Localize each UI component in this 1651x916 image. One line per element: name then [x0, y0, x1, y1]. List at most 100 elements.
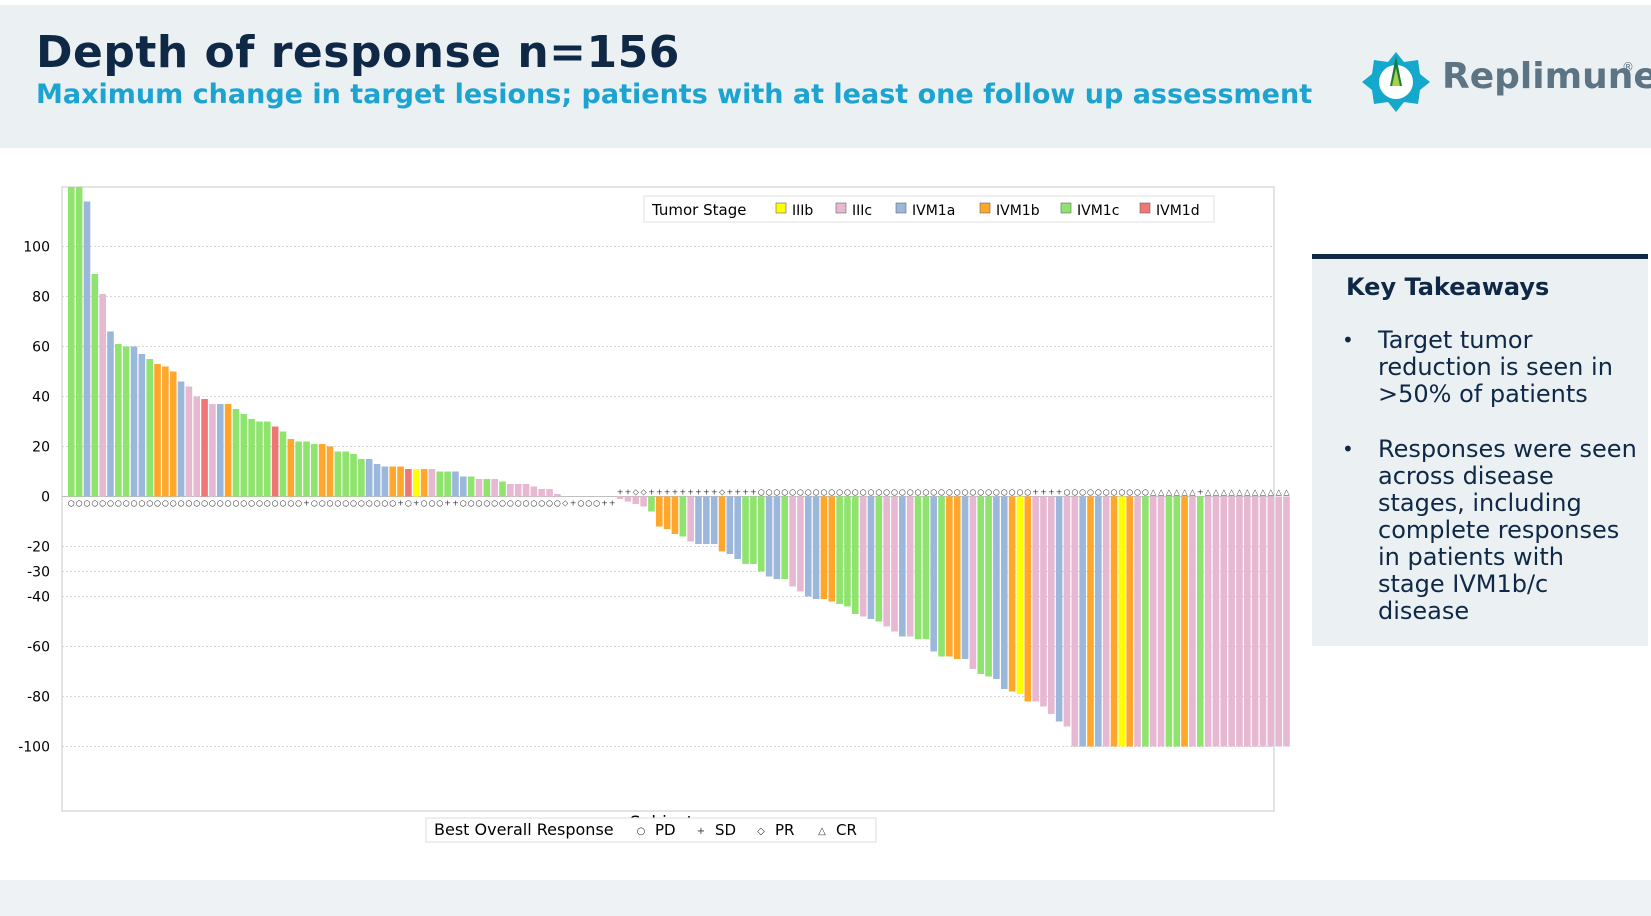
bar [695, 496, 702, 544]
bar [365, 459, 373, 497]
response-marker: ◇ [562, 499, 569, 508]
response-marker: + [703, 488, 710, 497]
bar [460, 476, 467, 497]
legend-label: SD [715, 821, 736, 839]
response-marker: + [664, 488, 671, 497]
bar [428, 469, 436, 497]
response-marker: ○ [954, 488, 961, 497]
bar [1134, 496, 1141, 747]
bar [130, 346, 138, 497]
response-marker: ○ [405, 499, 412, 508]
response-marker: ○ [350, 499, 357, 508]
takeaway-text: Responses were seen across disease stage… [1378, 435, 1637, 625]
bar [169, 371, 177, 497]
bar [616, 496, 624, 499]
bar [1071, 496, 1079, 747]
bar [1251, 496, 1259, 747]
response-marker: ○ [1118, 488, 1125, 497]
bar [828, 496, 836, 602]
bar [1228, 496, 1235, 747]
response-marker: ○ [499, 499, 506, 508]
legend-swatch [835, 202, 847, 214]
bar [256, 421, 263, 497]
response-marker: + [672, 488, 679, 497]
bar [1055, 496, 1063, 722]
bar [75, 187, 83, 497]
bar [122, 346, 130, 497]
response-marker: ○ [319, 499, 326, 508]
legend-swatch [775, 202, 787, 214]
bar [185, 386, 193, 497]
bar [1283, 496, 1290, 747]
response-marker: △ [1236, 488, 1243, 497]
legend-label: IIIc [852, 203, 872, 219]
response-marker: ○ [162, 499, 169, 508]
bar [522, 484, 530, 497]
response-marker: ○ [170, 499, 177, 508]
response-marker: ○ [1103, 488, 1110, 497]
response-marker: ○ [76, 499, 83, 508]
replimune-logo-icon [1362, 52, 1430, 112]
bar [844, 496, 851, 607]
logo-wordmark: Replimune [1442, 56, 1651, 97]
bar [342, 451, 349, 497]
bar [930, 496, 937, 652]
bar [836, 496, 843, 604]
bar [1275, 496, 1282, 747]
bar [718, 496, 726, 552]
y-tick-label: -80 [27, 690, 50, 706]
response-marker: ○ [797, 488, 804, 497]
bar [1008, 496, 1016, 692]
bar [436, 471, 444, 497]
bar [240, 414, 248, 497]
bar [710, 496, 718, 544]
bar [663, 496, 671, 529]
bar [1142, 496, 1149, 747]
bar [334, 451, 342, 497]
bar [1000, 496, 1008, 689]
response-marker: ○ [1024, 488, 1031, 497]
response-marker: + [444, 499, 451, 508]
bar [1110, 496, 1118, 747]
response-marker: ○ [1079, 488, 1086, 497]
key-takeaways-title: Key Takeaways [1346, 273, 1550, 301]
response-marker: + [711, 488, 718, 497]
response-marker: ○ [311, 499, 318, 508]
bar [1063, 496, 1071, 727]
bar [444, 471, 451, 497]
response-marker: ○ [381, 499, 388, 508]
response-marker: ○ [138, 499, 145, 508]
bar [1079, 496, 1086, 747]
bar [757, 496, 765, 572]
bar [1087, 496, 1094, 747]
bar [687, 496, 694, 542]
response-marker: ○ [1016, 488, 1023, 497]
response-marker: + [617, 488, 624, 497]
bar [1016, 496, 1024, 694]
bar [993, 496, 1000, 679]
logo-registered-mark: ® [1622, 60, 1634, 74]
response-marker: ○ [99, 499, 106, 508]
legend-label: PD [655, 821, 676, 839]
bar [969, 496, 977, 669]
bar [1165, 496, 1173, 747]
response-marker: ○ [530, 499, 537, 508]
bar [1095, 496, 1102, 747]
key-takeaways-panel: Key Takeaways • Target tumor reduction i… [1312, 254, 1648, 646]
response-marker: ○ [805, 488, 812, 497]
legend-title: Tumor Stage [651, 201, 746, 219]
waterfall-chart: ○ ○ ○ ○ ○ ○ ○ ○ ○ ○ ○ ○ ○ ○ ○ ○ ○ ○ ○ ○ ○ ○ ○ ○ ○ ○ ○ ○ ○ ○ + ○ ○ ○ ○ ○ ○ ○ ○ ○… [0, 150, 1298, 880]
bar [287, 439, 295, 497]
response-marker: + [609, 499, 616, 508]
response-marker: ○ [327, 499, 334, 508]
bar [1173, 496, 1181, 747]
bar [1204, 496, 1212, 747]
response-marker: ○ [1001, 488, 1008, 497]
bar [1236, 496, 1243, 747]
response-marker: ○ [789, 488, 796, 497]
legend-label: IVM1b [996, 203, 1040, 219]
bar [373, 464, 381, 497]
bar [1102, 496, 1110, 747]
bar [381, 466, 389, 497]
response-marker: ○ [240, 499, 247, 508]
